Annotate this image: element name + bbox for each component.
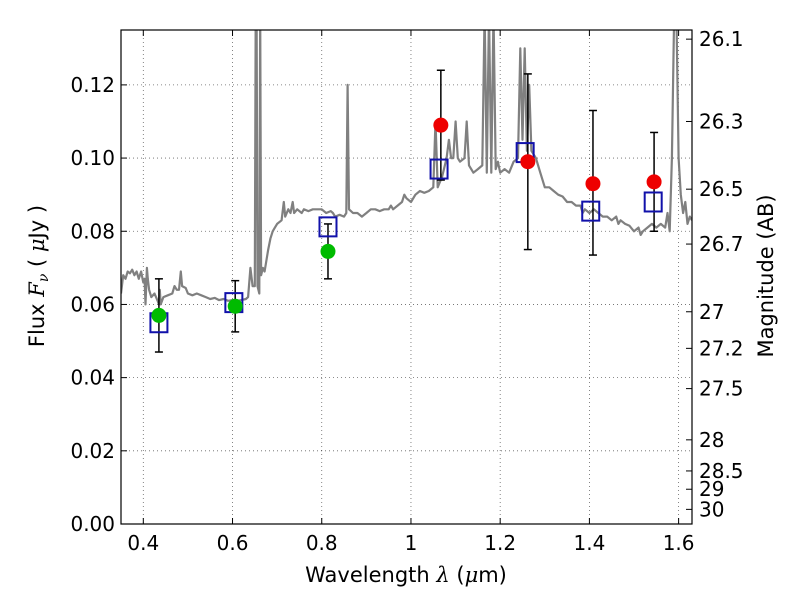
observed-markers <box>151 117 662 323</box>
right-axis-label: Magnitude (AB) <box>754 194 778 357</box>
y-tick-label: 0.02 <box>70 439 115 463</box>
grid <box>121 30 692 525</box>
right-tick-label: 27.2 <box>699 336 744 360</box>
observed-optical-point <box>320 243 336 259</box>
y-axis-label: Flux Fν ( μJy ) <box>25 205 52 347</box>
spectrum-line <box>121 30 692 306</box>
observed-nir-point <box>520 154 536 170</box>
observed-optical-point <box>227 298 243 314</box>
model-photometry-square <box>429 158 449 180</box>
x-axis-label: Wavelength λ (μm) <box>305 563 507 587</box>
y-tick-label: 0.08 <box>70 219 115 243</box>
right-tick-label: 27.5 <box>699 377 744 401</box>
model-photometry-square <box>581 200 601 222</box>
observed-nir-point <box>433 117 449 133</box>
observed-optical-point <box>151 307 167 323</box>
y-tick-label: 0.06 <box>70 292 115 316</box>
x-tick-label: 1.4 <box>573 531 605 555</box>
observed-nir-point <box>646 174 662 190</box>
y-tick-label: 0.10 <box>70 146 115 170</box>
model-photometry-markers <box>149 142 663 334</box>
x-tick-label: 1.2 <box>484 531 516 555</box>
model-photometry-square <box>318 216 338 238</box>
y-tick-label: 0.00 <box>70 512 115 536</box>
right-tick-label: 26.1 <box>699 27 744 51</box>
right-tick-label: 26.3 <box>699 109 744 133</box>
x-axis: 0.4 0.6 0.8 1 1.2 1.4 1.6 <box>127 30 695 555</box>
observed-nir-point <box>585 176 601 192</box>
right-tick-label: 29 <box>699 477 724 501</box>
x-tick-label: 1 <box>405 531 418 555</box>
right-tick-label: 26.7 <box>699 232 744 256</box>
right-tick-label: 28.5 <box>699 459 744 483</box>
model-photometry-square <box>643 191 663 213</box>
right-tick-label: 30 <box>699 497 724 521</box>
x-tick-label: 0.8 <box>306 531 338 555</box>
y-tick-label: 0.12 <box>70 73 115 97</box>
right-tick-label: 28 <box>699 428 724 452</box>
x-tick-label: 1.6 <box>663 531 695 555</box>
y-tick-label: 0.04 <box>70 366 115 390</box>
right-tick-label: 27 <box>699 300 724 324</box>
y-axis: 0.00 0.02 0.04 0.06 0.08 0.10 0.12 <box>70 73 127 536</box>
right-tick-label: 26.5 <box>699 177 744 201</box>
x-tick-label: 0.6 <box>217 531 249 555</box>
model-spectrum <box>121 30 692 306</box>
plot-frame <box>120 29 693 525</box>
x-tick-label: 0.4 <box>127 531 159 555</box>
